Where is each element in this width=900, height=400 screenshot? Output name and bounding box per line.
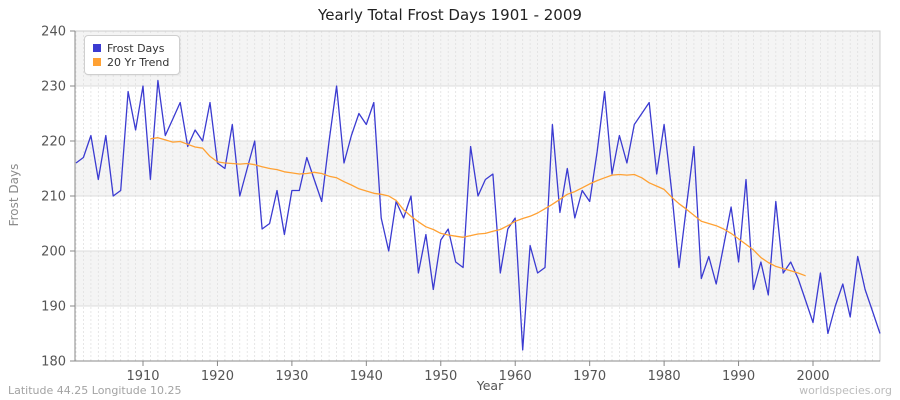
x-tick-label: 1920 (201, 369, 234, 384)
chart-title: Yearly Total Frost Days 1901 - 2009 (318, 6, 582, 24)
footer-coordinates: Latitude 44.25 Longitude 10.25 (8, 384, 182, 397)
x-tick-label: 1930 (275, 369, 308, 384)
y-tick-label: 220 (41, 135, 66, 150)
x-axis-label: Year (476, 378, 504, 393)
y-tick-label: 180 (41, 355, 66, 370)
x-tick-label: 2000 (796, 369, 829, 384)
x-tick-label: 1910 (126, 369, 159, 384)
trend-swatch-icon (93, 58, 101, 66)
footer-watermark: worldspecies.org (799, 384, 892, 397)
frost-days-swatch-icon (93, 44, 101, 52)
y-tick-label: 210 (41, 190, 66, 205)
x-tick-label: 1950 (424, 369, 457, 384)
legend-item-frost-days: Frost Days (93, 41, 169, 55)
y-tick-label: 190 (41, 300, 66, 315)
legend-label: 20 Yr Trend (107, 55, 170, 69)
y-axis-label: Frost Days (7, 163, 21, 227)
x-tick-label: 1960 (499, 369, 532, 384)
y-tick-label: 230 (41, 80, 66, 95)
x-tick-label: 1990 (722, 369, 755, 384)
plot-band (75, 31, 880, 86)
y-tick-label: 200 (41, 245, 66, 260)
trend-line (150, 137, 806, 277)
plot-band (75, 141, 880, 196)
legend-label: Frost Days (107, 41, 165, 55)
y-tick-label: 240 (41, 25, 66, 40)
x-tick-label: 1980 (648, 369, 681, 384)
legend-item-20yr-trend: 20 Yr Trend (93, 55, 169, 69)
x-tick-label: 1940 (350, 369, 383, 384)
legend-box: Frost Days 20 Yr Trend (84, 35, 181, 75)
plot-band (75, 251, 880, 306)
x-tick-label: 1970 (573, 369, 606, 384)
frost-days-line (75, 79, 881, 351)
